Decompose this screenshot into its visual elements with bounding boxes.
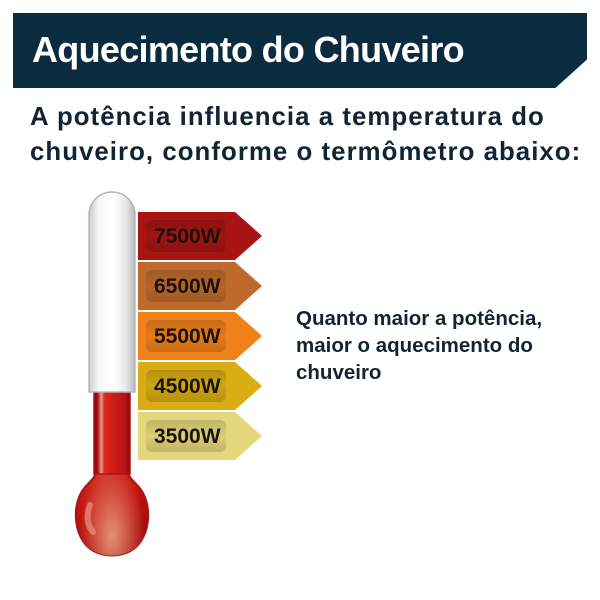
svg-text:5500W: 5500W	[154, 325, 221, 348]
svg-text:4500W: 4500W	[154, 375, 221, 398]
svg-text:3500W: 3500W	[154, 425, 221, 448]
svg-text:6500W: 6500W	[154, 275, 221, 298]
svg-text:7500W: 7500W	[154, 225, 221, 248]
